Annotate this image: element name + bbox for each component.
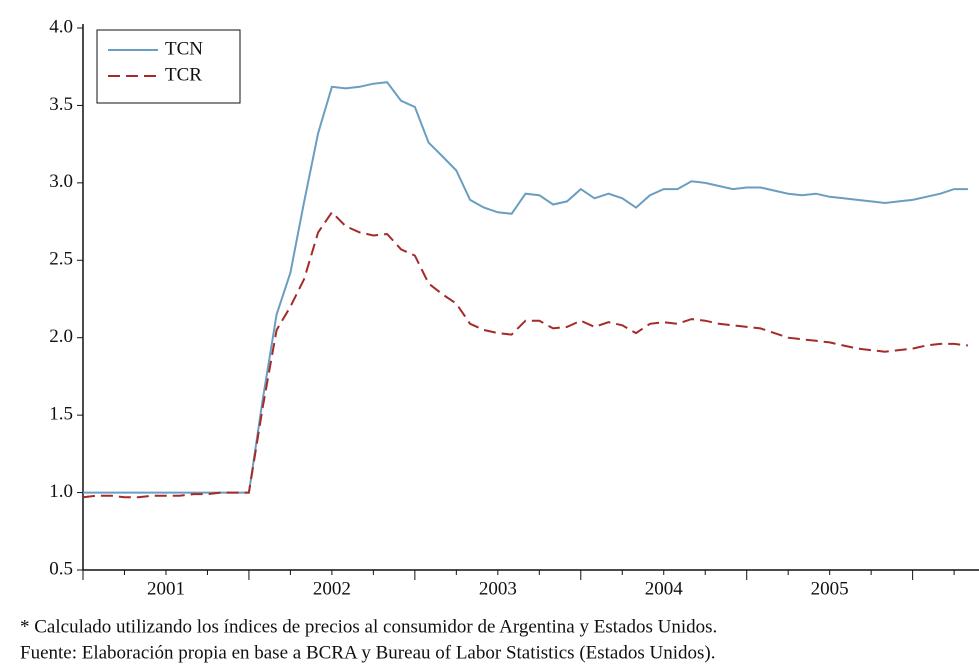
series-line: [83, 81, 968, 494]
y-tick-label: 2.0: [49, 326, 73, 347]
y-tick-label: 4.0: [49, 16, 73, 37]
y-tick-label: 1.0: [49, 481, 73, 502]
y-tick-label: 0.5: [49, 558, 73, 579]
footnote: Fuente: Elaboración propia en base a BCR…: [20, 642, 715, 663]
y-tick-label: 3.0: [49, 171, 73, 192]
legend-label: TCR: [165, 64, 202, 85]
legend-box: [96, 29, 241, 104]
x-tick-label: 2002: [313, 578, 351, 599]
y-tick-label: 3.5: [49, 94, 73, 115]
y-tick-label: 1.5: [49, 404, 73, 425]
x-tick-label: 2003: [479, 578, 517, 599]
x-tick-label: 2001: [147, 578, 185, 599]
footnote: * Calculado utilizando los índices de pr…: [20, 616, 717, 637]
x-tick-label: 2005: [811, 578, 849, 599]
y-tick-label: 2.5: [49, 249, 73, 270]
legend-label: TCN: [165, 38, 203, 59]
series-line: [82, 210, 969, 499]
x-tick-label: 2004: [645, 578, 684, 599]
